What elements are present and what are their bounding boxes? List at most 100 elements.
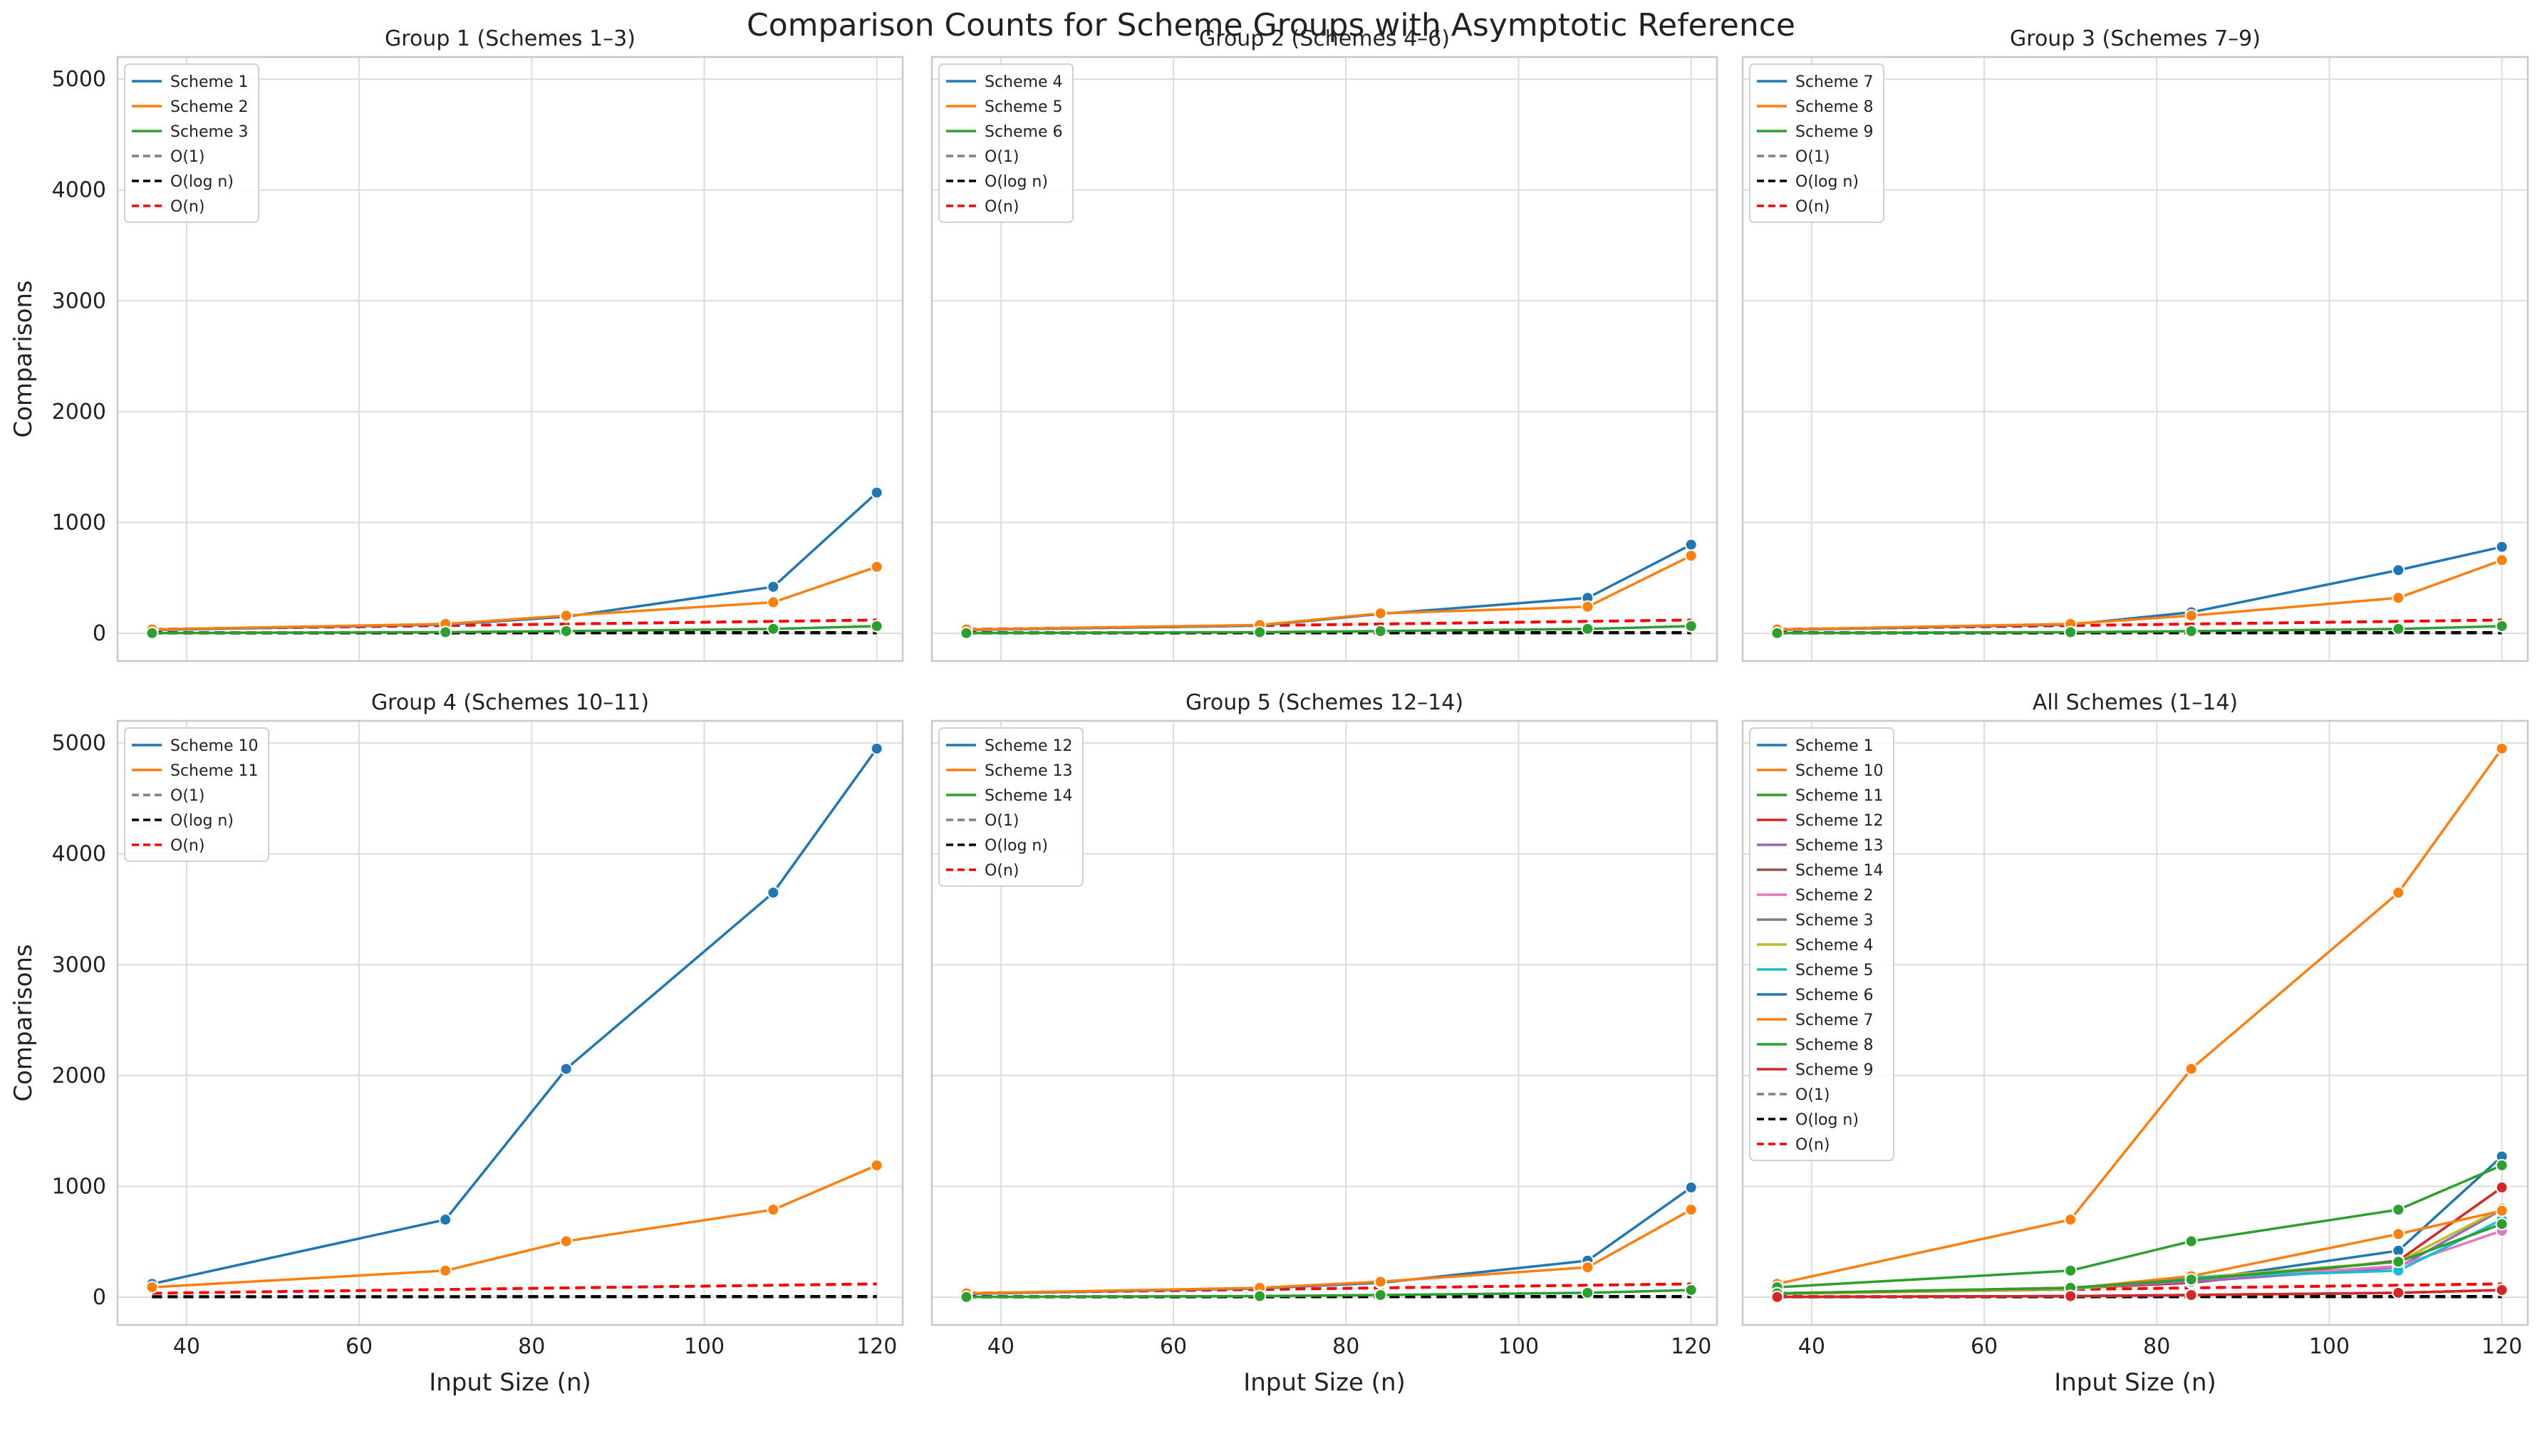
legend-entry: O(log n): [170, 173, 234, 191]
legend-entry: Scheme 7: [1795, 73, 1874, 91]
data-point: [1374, 1288, 1387, 1301]
panel-title: Group 4 (Schemes 10–11): [371, 690, 649, 715]
data-point: [2495, 1283, 2509, 1296]
data-point: [1581, 1286, 1594, 1299]
x-tick-label: 120: [2481, 1334, 2522, 1359]
legend-entry: O(log n): [985, 173, 1048, 191]
legend-entry: O(n): [170, 837, 204, 855]
data-point: [2495, 1158, 2509, 1172]
y-tick-label: 5000: [52, 67, 106, 92]
data-point: [767, 886, 780, 900]
data-point: [870, 486, 883, 499]
x-tick-label: 80: [1332, 1334, 1359, 1359]
data-point: [1770, 1290, 1784, 1304]
x-tick-label: 40: [173, 1334, 200, 1359]
y-tick-label: 1000: [52, 511, 106, 536]
y-tick-label: 5000: [52, 731, 106, 756]
plot-frame: [930, 56, 1718, 662]
data-point: [2184, 609, 2198, 623]
data-point: [767, 580, 780, 593]
legend-entry: Scheme 5: [1795, 962, 1874, 979]
data-point: [2495, 1181, 2509, 1195]
data-point: [1581, 1261, 1594, 1274]
y-axis-label-top-row: Comparisons: [9, 280, 38, 437]
legend-entry: O(n): [1795, 198, 1830, 216]
data-point: [2392, 622, 2405, 635]
x-tick-label: 100: [684, 1334, 725, 1359]
data-point: [870, 1158, 883, 1172]
legend-box: [124, 63, 259, 223]
x-axis-label-panel-6: Input Size (n): [2054, 1368, 2216, 1397]
data-point: [960, 1290, 973, 1304]
x-axis-label-panel-4: Input Size (n): [429, 1368, 591, 1397]
data-point: [870, 560, 883, 573]
figure-title: Comparison Counts for Scheme Groups with…: [747, 7, 1795, 43]
legend-entry: Scheme 6: [1795, 987, 1874, 1004]
legend-entry: Scheme 11: [170, 762, 259, 780]
legend: Scheme 4 Scheme 5 Scheme 6 O(1) O(log n) O(n): [938, 63, 1074, 223]
legend-entry: Scheme 13: [985, 762, 1073, 780]
legend-entry: O(n): [985, 862, 1019, 880]
legend-entry: O(1): [1795, 1086, 1830, 1104]
y-tick-label: 0: [93, 1285, 106, 1310]
data-point: [1374, 607, 1387, 620]
data-point: [559, 1234, 573, 1248]
legend-entry: O(n): [985, 198, 1019, 216]
legend-entry: Scheme 6: [985, 123, 1063, 141]
data-point: [1684, 1181, 1698, 1195]
legend-entry: O(1): [985, 812, 1019, 830]
legend-entry: Scheme 2: [170, 98, 249, 116]
panel-title: Group 1 (Schemes 1–3): [385, 26, 636, 51]
data-point: [2392, 563, 2405, 577]
data-point: [2064, 1289, 2077, 1303]
data-point: [2495, 540, 2509, 553]
legend-entry: Scheme 1: [170, 73, 249, 91]
data-point: [2184, 1062, 2198, 1076]
panel-title: Group 5 (Schemes 12–14): [1186, 690, 1463, 715]
legend-entry: O(log n): [1795, 173, 1859, 191]
data-point: [1581, 600, 1594, 613]
data-point: [559, 1062, 573, 1076]
legend-entry: Scheme 7: [1795, 1012, 1874, 1029]
legend-entry: Scheme 12: [1795, 812, 1884, 830]
x-tick-label: 60: [1971, 1334, 1998, 1359]
legend-entry: O(1): [170, 787, 204, 805]
plot-frame: [116, 56, 904, 662]
x-tick-label: 40: [1798, 1334, 1825, 1359]
legend: Scheme 1 Scheme 2 Scheme 3 O(1) O(log n) O(n): [124, 63, 259, 223]
data-point: [767, 1203, 780, 1217]
legend-entry: Scheme 14: [1795, 862, 1884, 880]
x-axis-label-panel-5: Input Size (n): [1243, 1368, 1406, 1397]
data-point: [145, 626, 159, 640]
data-point: [2064, 1213, 2077, 1227]
legend-entry: O(1): [170, 148, 204, 166]
legend: Scheme 10 Scheme 11 O(1) O(log n) O(n): [124, 727, 269, 862]
x-tick-label: 100: [1498, 1334, 1539, 1359]
data-point: [960, 626, 973, 640]
y-tick-label: 1000: [52, 1175, 106, 1200]
legend-entry: O(n): [1795, 1136, 1830, 1154]
legend-entry: Scheme 5: [985, 98, 1063, 116]
y-tick-label: 3000: [52, 952, 106, 977]
legend-entry: Scheme 3: [170, 123, 249, 141]
y-axis-label-bottom-row: Comparisons: [9, 944, 38, 1101]
data-point: [2495, 1217, 2509, 1231]
legend-entry: Scheme 4: [985, 73, 1063, 91]
data-point: [2392, 886, 2405, 900]
data-point: [1253, 625, 1267, 639]
data-point: [767, 622, 780, 635]
data-point: [2184, 1288, 2198, 1301]
legend-entry: O(1): [985, 148, 1019, 166]
legend-box: [1749, 63, 1884, 223]
data-point: [2064, 1264, 2077, 1277]
data-point: [1684, 619, 1698, 633]
data-point: [2184, 624, 2198, 638]
data-point: [1770, 626, 1784, 640]
data-point: [2495, 619, 2509, 633]
data-point: [2392, 591, 2405, 605]
series-line: [152, 1282, 877, 1295]
legend-entry: Scheme 8: [1795, 1036, 1874, 1054]
